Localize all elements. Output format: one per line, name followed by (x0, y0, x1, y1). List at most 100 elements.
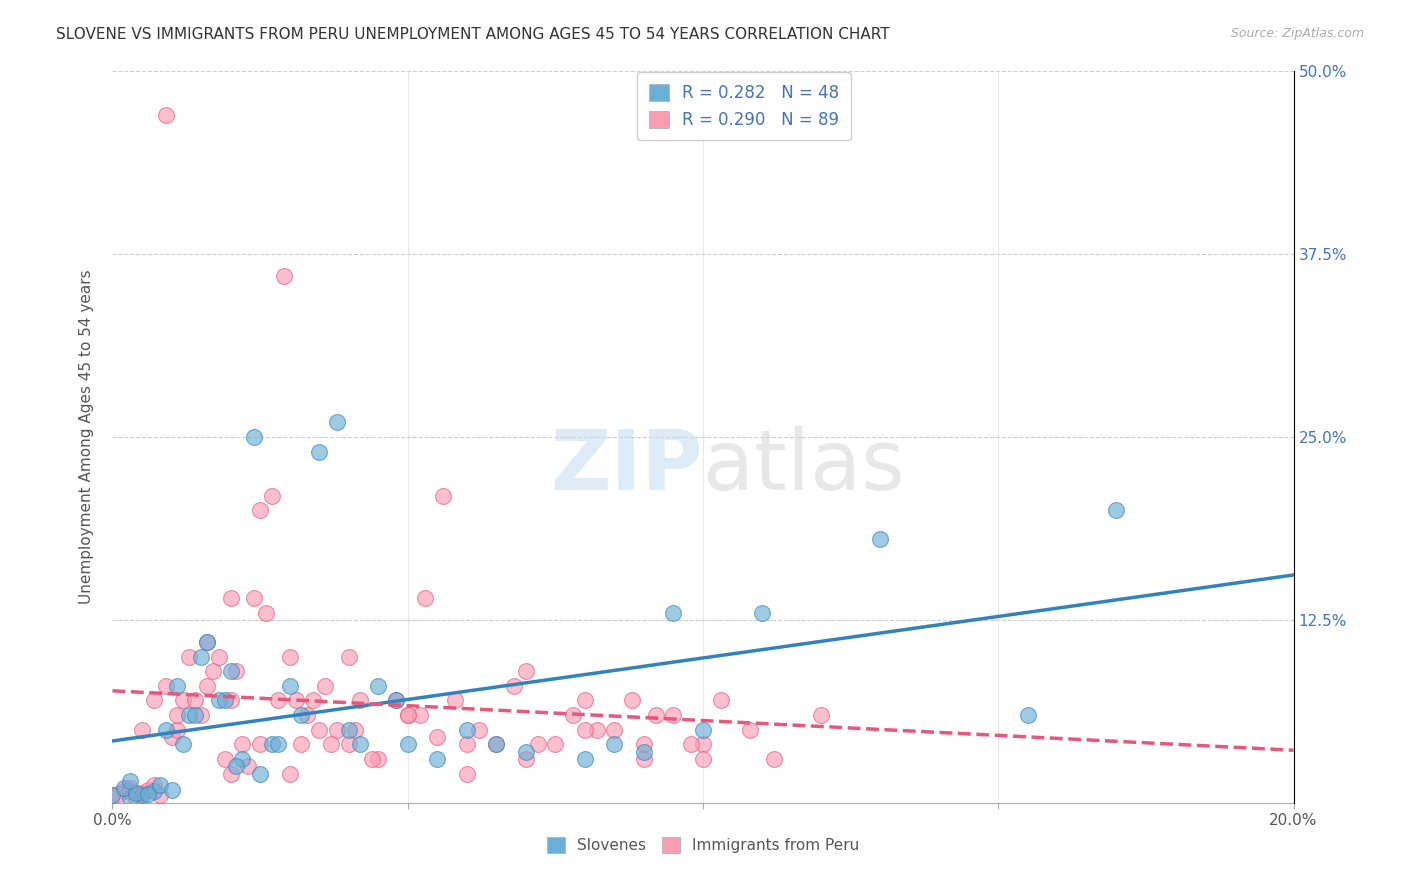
Point (515, 752, 537, 766)
Point (166, 708, 188, 723)
Point (585, 723, 607, 737)
Point (284, 693, 307, 707)
Point (426, 752, 449, 766)
Text: ZIP: ZIP (551, 425, 703, 507)
Point (385, 693, 408, 707)
Point (225, 759, 247, 773)
Point (112, 784, 135, 798)
Point (231, 737, 253, 751)
Point (681, 737, 703, 751)
Point (125, 786, 148, 800)
Point (515, 664, 537, 678)
Point (136, 782, 159, 797)
Point (184, 708, 207, 723)
Point (131, 786, 153, 800)
Point (485, 737, 508, 751)
Point (136, 787, 159, 801)
Point (214, 752, 236, 766)
Point (692, 723, 714, 737)
Point (408, 708, 430, 723)
Point (201, 664, 224, 678)
Point (297, 708, 319, 723)
Point (692, 752, 714, 766)
Point (810, 708, 832, 723)
Point (361, 752, 384, 766)
Point (273, 269, 295, 284)
Point (385, 693, 408, 707)
Point (290, 708, 312, 723)
Point (319, 737, 342, 751)
Point (396, 708, 419, 723)
Point (120, 784, 142, 798)
Point (467, 723, 489, 737)
Point (621, 693, 644, 707)
Point (179, 708, 201, 723)
Point (415, 591, 437, 605)
Point (562, 708, 585, 723)
Point (142, 784, 165, 798)
Point (633, 737, 655, 751)
Point (267, 693, 290, 707)
Point (740, 723, 762, 737)
Point (308, 444, 330, 458)
Point (101, 789, 124, 803)
Point (149, 789, 172, 803)
Point (337, 649, 360, 664)
Point (349, 737, 371, 751)
Point (160, 782, 183, 797)
Point (692, 737, 714, 751)
Point (1105, 503, 1128, 517)
Point (710, 693, 733, 707)
Point (125, 791, 148, 805)
Point (190, 649, 212, 664)
Point (166, 679, 188, 693)
Point (574, 723, 596, 737)
Legend: Slovenes, Immigrants from Peru: Slovenes, Immigrants from Peru (538, 830, 868, 861)
Point (101, 789, 124, 803)
Text: SLOVENE VS IMMIGRANTS FROM PERU UNEMPLOYMENT AMONG AGES 45 TO 54 YEARS CORRELATI: SLOVENE VS IMMIGRANTS FROM PERU UNEMPLOY… (56, 27, 890, 42)
Point (751, 606, 773, 620)
Point (238, 759, 260, 773)
Point (231, 752, 253, 766)
Point (314, 679, 336, 693)
Point (456, 723, 478, 737)
Text: atlas: atlas (703, 425, 904, 507)
Point (367, 752, 389, 766)
Point (290, 737, 312, 751)
Point (762, 752, 785, 766)
Point (254, 606, 277, 620)
Point (308, 723, 330, 737)
Point (120, 791, 142, 805)
Point (208, 693, 231, 707)
Point (515, 745, 537, 759)
Point (278, 649, 301, 664)
Point (160, 730, 183, 744)
Point (503, 679, 526, 693)
Y-axis label: Unemployment Among Ages 45 to 54 years: Unemployment Among Ages 45 to 54 years (79, 269, 94, 605)
Point (343, 723, 366, 737)
Point (337, 723, 360, 737)
Point (633, 752, 655, 766)
Point (166, 723, 188, 737)
Point (195, 635, 218, 649)
Point (155, 679, 177, 693)
Point (120, 781, 142, 796)
Point (243, 591, 266, 605)
Point (172, 737, 194, 751)
Point (155, 723, 177, 737)
Point (662, 708, 685, 723)
Point (219, 766, 242, 780)
Point (249, 766, 271, 780)
Point (574, 752, 596, 766)
Point (219, 591, 242, 605)
Point (278, 679, 301, 693)
Point (142, 693, 165, 707)
Point (367, 679, 389, 693)
Point (179, 649, 201, 664)
Point (396, 737, 419, 751)
Point (544, 737, 567, 751)
Point (190, 708, 212, 723)
Point (219, 664, 242, 678)
Text: Source: ZipAtlas.com: Source: ZipAtlas.com (1230, 27, 1364, 40)
Point (633, 745, 655, 759)
